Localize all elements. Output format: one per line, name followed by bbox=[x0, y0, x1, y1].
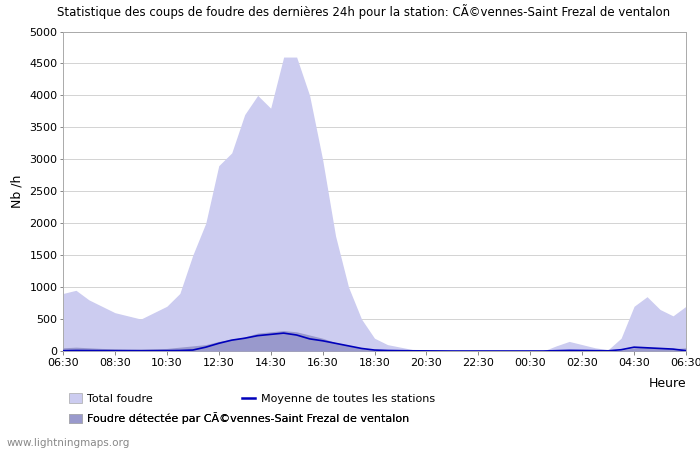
Text: www.lightningmaps.org: www.lightningmaps.org bbox=[7, 438, 130, 448]
Text: Statistique des coups de foudre des dernières 24h pour la station: CÃ©vennes-Sai: Statistique des coups de foudre des dern… bbox=[57, 4, 671, 19]
Y-axis label: Nb /h: Nb /h bbox=[10, 175, 24, 208]
Text: Heure: Heure bbox=[648, 377, 686, 390]
Legend: Foudre détectée par CÃ©vennes-Saint Frezal de ventalon: Foudre détectée par CÃ©vennes-Saint Frez… bbox=[69, 413, 410, 424]
